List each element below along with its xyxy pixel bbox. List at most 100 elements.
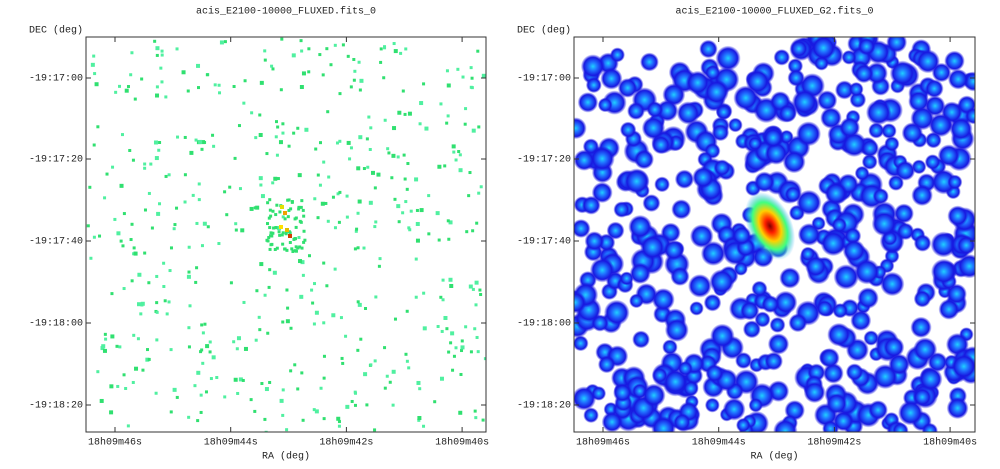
pixel	[140, 301, 145, 306]
blob	[574, 291, 587, 314]
blob	[791, 89, 818, 115]
pixel	[130, 279, 134, 283]
pixel	[301, 418, 305, 422]
pixel	[118, 84, 122, 88]
blob	[834, 80, 855, 100]
pixel	[288, 231, 292, 235]
pixel	[483, 357, 486, 361]
pixel	[259, 183, 263, 187]
blob	[574, 386, 597, 411]
pixel	[289, 326, 293, 330]
pixel	[140, 77, 144, 81]
blob	[881, 123, 897, 139]
pixel	[213, 83, 217, 87]
pixel	[238, 377, 243, 382]
pixel	[469, 66, 473, 70]
pixel	[363, 372, 368, 377]
pixel	[271, 67, 275, 71]
pixel	[301, 208, 305, 212]
pixel	[150, 226, 154, 230]
pixel	[175, 47, 179, 51]
pixel	[336, 416, 341, 421]
pixel	[415, 208, 419, 212]
image-right	[574, 37, 975, 432]
pixel	[357, 302, 362, 307]
pixel	[478, 288, 482, 292]
pixel	[263, 417, 267, 421]
blob	[901, 122, 924, 144]
pixel	[471, 287, 475, 291]
pixel	[254, 338, 258, 342]
pixel	[203, 322, 207, 326]
pixel	[383, 346, 387, 350]
blob	[609, 47, 625, 63]
pixel	[103, 196, 107, 200]
pixel	[96, 125, 100, 129]
pixel	[263, 58, 267, 62]
pixel	[422, 291, 426, 295]
pixel	[124, 386, 128, 390]
y-axis-label: DEC (deg)	[517, 25, 571, 37]
pixel	[376, 172, 381, 177]
pixel	[292, 237, 296, 241]
x-tick-label: 18h09m44s	[204, 437, 258, 449]
blob	[713, 159, 731, 177]
pixel	[196, 86, 200, 90]
pixel	[349, 146, 353, 150]
pixel	[464, 325, 468, 329]
pixel	[298, 259, 303, 264]
pixel	[454, 158, 458, 162]
pixel	[274, 135, 278, 139]
pixel	[287, 144, 291, 148]
pixel	[393, 197, 397, 201]
blob	[872, 188, 889, 205]
pixel	[285, 228, 289, 232]
pixel	[405, 359, 409, 363]
blob	[892, 422, 909, 432]
pixel	[346, 54, 350, 58]
pixel	[312, 408, 316, 412]
pixel	[392, 42, 396, 46]
pixel	[299, 39, 303, 43]
blob	[949, 117, 973, 141]
pixel	[356, 246, 360, 250]
blob	[670, 266, 690, 286]
pixel	[358, 135, 363, 140]
pixel	[131, 158, 135, 162]
blob	[861, 139, 879, 158]
pixel	[284, 232, 288, 236]
pixel	[279, 88, 283, 92]
pixel	[287, 208, 291, 212]
pixel	[113, 217, 117, 221]
blob	[652, 367, 668, 384]
pixel	[143, 251, 147, 255]
pixel	[137, 272, 142, 277]
blob	[640, 234, 665, 260]
pixel	[336, 192, 340, 196]
blob	[822, 362, 844, 384]
blob	[715, 45, 741, 71]
blob	[646, 101, 664, 118]
blob	[656, 99, 679, 122]
pixel	[452, 354, 456, 358]
blob	[820, 230, 847, 257]
pixel	[133, 97, 137, 101]
pixel	[281, 131, 285, 135]
pixel	[271, 209, 275, 213]
pixel	[92, 54, 96, 58]
pixel	[475, 221, 479, 225]
blob	[913, 234, 932, 252]
pixel	[287, 198, 291, 202]
pixel	[470, 76, 474, 80]
pixel	[441, 298, 445, 302]
pixel	[404, 47, 408, 51]
pixel	[331, 195, 335, 199]
pixel	[373, 428, 377, 432]
blob	[628, 214, 652, 239]
pixel	[329, 63, 333, 67]
pixel	[162, 285, 166, 289]
pixel	[322, 376, 326, 380]
pixel	[433, 400, 437, 404]
blob	[817, 90, 838, 111]
pixel	[158, 202, 162, 206]
